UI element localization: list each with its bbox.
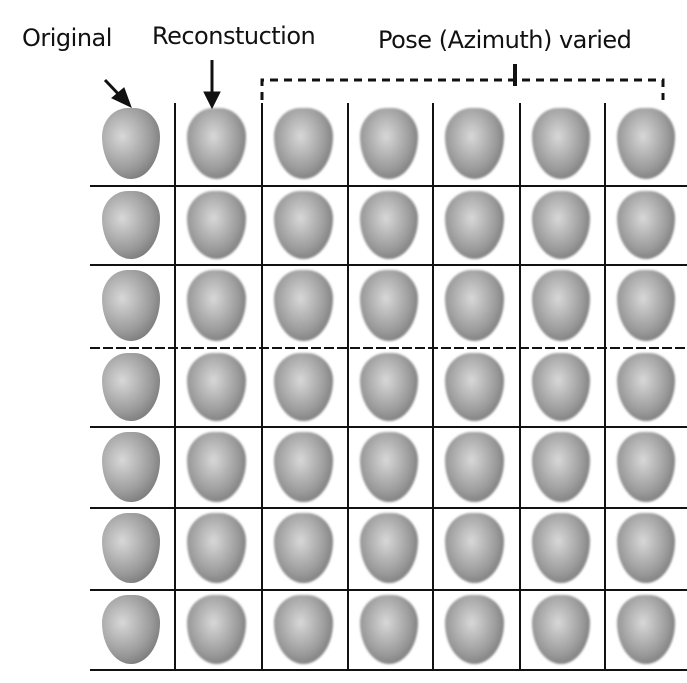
face-image-pose-2 xyxy=(359,594,418,664)
face-image-pose-5 xyxy=(616,512,675,584)
face-image-reconstruction xyxy=(187,269,247,342)
face-image-pose-1 xyxy=(274,352,333,421)
face-image-pose-2 xyxy=(359,107,418,180)
face-image-pose-4 xyxy=(531,594,590,664)
face-image-pose-5 xyxy=(616,107,675,180)
face-image-pose-3 xyxy=(445,190,505,259)
face-image-pose-3 xyxy=(445,594,505,664)
face-image-pose-4 xyxy=(531,431,590,502)
face-image-original xyxy=(101,512,160,584)
face-image-pose-4 xyxy=(531,190,590,259)
face-image-pose-1 xyxy=(274,431,333,502)
face-image-original xyxy=(101,190,160,259)
face-image-pose-3 xyxy=(445,431,505,502)
label-original: Original xyxy=(22,24,112,52)
face-image-reconstruction xyxy=(187,352,247,421)
face-image-pose-4 xyxy=(531,512,590,584)
face-image-reconstruction xyxy=(187,190,247,259)
face-image-original xyxy=(101,107,160,180)
face-image-pose-1 xyxy=(274,269,333,342)
face-image-reconstruction xyxy=(187,107,247,180)
face-image-pose-3 xyxy=(445,269,505,342)
face-image-pose-5 xyxy=(616,190,675,259)
label-pose-varied: Pose (Azimuth) varied xyxy=(378,26,632,54)
face-image-original xyxy=(101,594,160,664)
face-image-original xyxy=(101,352,160,421)
face-image-pose-3 xyxy=(445,512,505,584)
face-image-reconstruction xyxy=(187,512,247,584)
face-image-pose-3 xyxy=(445,107,505,180)
face-image-pose-2 xyxy=(359,190,418,259)
face-image-pose-4 xyxy=(531,269,590,342)
face-image-pose-1 xyxy=(274,190,333,259)
pose-bracket xyxy=(260,78,665,100)
arrow-original-head xyxy=(111,87,132,108)
face-image-pose-2 xyxy=(359,512,418,584)
face-image-pose-2 xyxy=(359,352,418,421)
face-image-pose-3 xyxy=(445,352,505,421)
label-reconstruction: Reconstuction xyxy=(152,22,316,50)
face-image-pose-1 xyxy=(274,594,333,664)
face-image-pose-5 xyxy=(616,352,675,421)
face-image-pose-5 xyxy=(616,269,675,342)
face-image-reconstruction xyxy=(187,431,247,502)
face-image-pose-4 xyxy=(531,352,590,421)
face-image-pose-1 xyxy=(274,107,333,180)
face-image-pose-1 xyxy=(274,512,333,584)
face-image-pose-2 xyxy=(359,269,418,342)
face-image-pose-4 xyxy=(531,107,590,180)
face-image-reconstruction xyxy=(187,594,247,664)
face-image-original xyxy=(101,269,160,342)
face-image-pose-2 xyxy=(359,431,418,502)
arrow-reconstruction-head xyxy=(203,91,221,110)
face-image-original xyxy=(101,431,160,502)
face-image-pose-5 xyxy=(616,594,675,664)
face-image-pose-5 xyxy=(616,431,675,502)
